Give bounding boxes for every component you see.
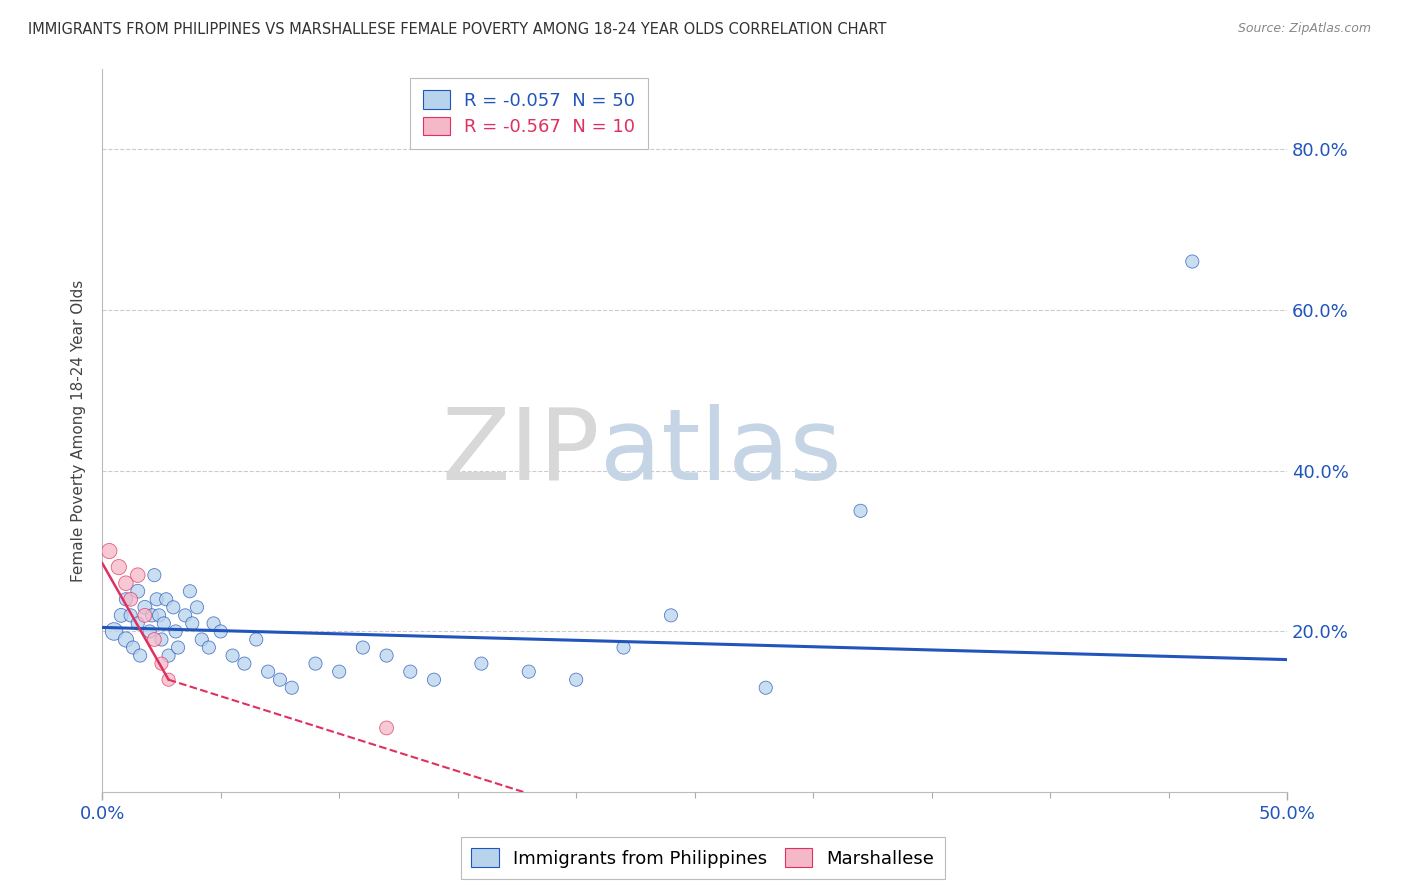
Point [399,665,422,679]
Point [304,657,326,671]
Point [257,665,280,679]
Point [181,616,204,631]
Point [375,648,398,663]
Point [120,608,142,623]
Point [269,673,291,687]
Point [281,681,304,695]
Point [150,657,173,671]
Text: Source: ZipAtlas.com: Source: ZipAtlas.com [1237,22,1371,36]
Point [120,592,142,607]
Point [110,608,132,623]
Point [328,665,350,679]
Point [143,568,166,582]
Point [186,600,208,615]
Point [352,640,374,655]
Point [157,673,180,687]
Point [659,608,682,623]
Y-axis label: Female Poverty Among 18-24 Year Olds: Female Poverty Among 18-24 Year Olds [72,279,86,582]
Point [209,624,232,639]
Point [190,632,212,647]
Point [233,657,256,671]
Point [375,721,398,735]
Point [198,640,221,655]
Point [162,600,184,615]
Point [174,608,197,623]
Point [127,568,149,582]
Point [141,608,163,623]
Point [245,632,267,647]
Point [202,616,225,631]
Point [179,584,201,599]
Point [423,673,446,687]
Point [127,584,149,599]
Point [612,640,634,655]
Point [221,648,243,663]
Point [155,592,177,607]
Point [148,608,170,623]
Point [98,544,121,558]
Text: atlas: atlas [600,403,841,500]
Point [1181,254,1204,268]
Point [145,592,167,607]
Point [127,616,149,631]
Point [115,632,138,647]
Text: ZIP: ZIP [441,403,600,500]
Point [153,616,176,631]
Point [167,640,190,655]
Point [157,648,180,663]
Legend: Immigrants from Philippines, Marshallese: Immigrants from Philippines, Marshallese [461,838,945,879]
Point [755,681,778,695]
Point [103,624,125,639]
Point [134,608,156,623]
Point [129,648,152,663]
Point [115,592,138,607]
Point [115,576,138,591]
Point [143,632,166,647]
Point [565,673,588,687]
Point [517,665,540,679]
Text: IMMIGRANTS FROM PHILIPPINES VS MARSHALLESE FEMALE POVERTY AMONG 18-24 YEAR OLDS : IMMIGRANTS FROM PHILIPPINES VS MARSHALLE… [28,22,887,37]
Point [122,640,145,655]
Legend: R = -0.057  N = 50, R = -0.567  N = 10: R = -0.057 N = 50, R = -0.567 N = 10 [411,78,648,149]
Point [134,600,156,615]
Point [470,657,492,671]
Point [107,560,129,574]
Point [165,624,187,639]
Point [849,504,872,518]
Point [138,624,160,639]
Point [150,632,173,647]
